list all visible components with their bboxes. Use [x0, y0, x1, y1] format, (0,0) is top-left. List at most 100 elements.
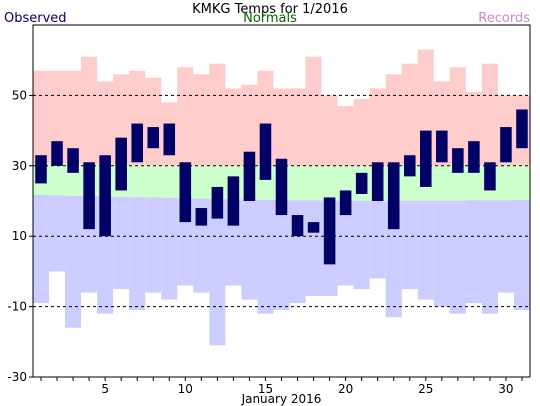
observed-bar — [243, 151, 256, 201]
record-high-band — [273, 88, 290, 167]
observed-bar — [420, 130, 432, 187]
record-high-band — [65, 70, 82, 164]
observed-bar — [35, 155, 47, 184]
record-low-band — [433, 200, 450, 307]
normal-band — [193, 165, 210, 199]
record-high-band — [241, 84, 258, 167]
record-high-band — [385, 74, 402, 167]
x-axis-label: January 2016 — [241, 392, 322, 406]
normal-band — [145, 165, 162, 198]
record-high-band — [193, 74, 210, 166]
chart-title: KMKG Temps for 1/2016 — [192, 2, 348, 17]
observed-bar — [83, 162, 95, 230]
observed-bar — [227, 176, 240, 226]
record-high-band — [337, 105, 354, 167]
x-tick-label: 30 — [498, 382, 513, 396]
record-low-band — [33, 195, 50, 304]
normal-band — [289, 166, 306, 201]
record-low-band — [257, 199, 274, 314]
normal-band — [305, 166, 322, 201]
record-low-band — [481, 200, 498, 314]
legend-normals: Normals — [243, 11, 297, 26]
axes: -30 -10 10 30 50 5 10 15 20 25 30 — [7, 88, 523, 396]
record-low-band — [401, 200, 418, 289]
record-low-band — [49, 195, 66, 272]
record-low-band — [465, 200, 482, 304]
observed-bar — [468, 141, 480, 173]
record-low-band — [353, 200, 370, 289]
observed-bar — [516, 109, 528, 149]
record-low-band — [513, 199, 530, 311]
record-high-band — [145, 77, 162, 166]
x-tick-label: 10 — [178, 382, 193, 396]
observed-bar — [99, 155, 111, 237]
record-high-band — [449, 67, 466, 166]
record-high-band — [481, 63, 498, 166]
normal-band — [497, 165, 514, 201]
normal-band — [321, 166, 338, 201]
observed-bar — [403, 155, 416, 177]
record-low-band — [113, 196, 130, 289]
x-tick-label: 25 — [418, 382, 433, 396]
record-high-band — [305, 56, 322, 167]
y-tick-label: 10 — [12, 229, 27, 243]
record-low-band — [417, 200, 434, 300]
record-low-band — [241, 199, 258, 300]
observed-bar — [115, 137, 127, 191]
y-tick-label: -10 — [7, 300, 27, 314]
record-low-band — [449, 200, 466, 314]
observed-bar — [259, 123, 272, 180]
x-tick-label: 20 — [338, 382, 353, 396]
normal-band — [433, 165, 450, 201]
x-tick-label: 5 — [101, 382, 109, 396]
observed-bar — [51, 141, 63, 166]
record-high-band — [81, 56, 98, 165]
observed-bar — [147, 127, 160, 149]
record-low-band — [161, 197, 178, 300]
record-high-band — [369, 88, 386, 167]
observed-bar — [307, 222, 320, 233]
record-high-band — [209, 63, 226, 166]
observed-bar — [275, 158, 288, 216]
normal-band — [449, 165, 466, 201]
record-low-band — [145, 197, 162, 293]
record-high-band — [33, 70, 50, 163]
normal-band — [49, 163, 66, 196]
record-high-band — [401, 63, 418, 167]
y-tick-label: -30 — [7, 370, 27, 384]
record-high-band — [321, 95, 338, 167]
record-low-band — [209, 198, 226, 346]
observed-bar — [211, 186, 224, 219]
record-low-band — [65, 195, 82, 328]
observed-bar — [484, 162, 496, 191]
observed-bar — [67, 148, 79, 173]
observed-bar — [163, 123, 176, 156]
record-low-band — [305, 200, 322, 297]
record-high-band — [353, 98, 370, 167]
normal-band — [161, 165, 178, 198]
record-high-band — [49, 70, 66, 164]
legend-records: Records — [478, 11, 530, 26]
y-tick-label: 50 — [12, 88, 27, 102]
record-high-band — [97, 81, 114, 165]
y-tick-label: 30 — [12, 159, 27, 173]
record-high-band — [225, 88, 242, 167]
normal-band — [129, 165, 146, 198]
observed-bar — [323, 197, 336, 265]
record-low-band — [129, 197, 146, 311]
record-high-band — [177, 67, 194, 166]
observed-bar — [355, 172, 368, 194]
observed-bar — [500, 127, 512, 163]
x-tick-label: 15 — [258, 382, 273, 396]
observed-bar — [195, 208, 208, 226]
record-low-band — [337, 200, 354, 286]
record-high-band — [289, 88, 306, 167]
observed-bar — [339, 190, 352, 216]
observed-bar — [179, 162, 192, 223]
observed-bar — [131, 123, 143, 163]
normal-band — [513, 165, 530, 200]
record-low-band — [369, 200, 386, 279]
record-low-band — [497, 200, 514, 293]
observed-bar — [452, 148, 464, 173]
